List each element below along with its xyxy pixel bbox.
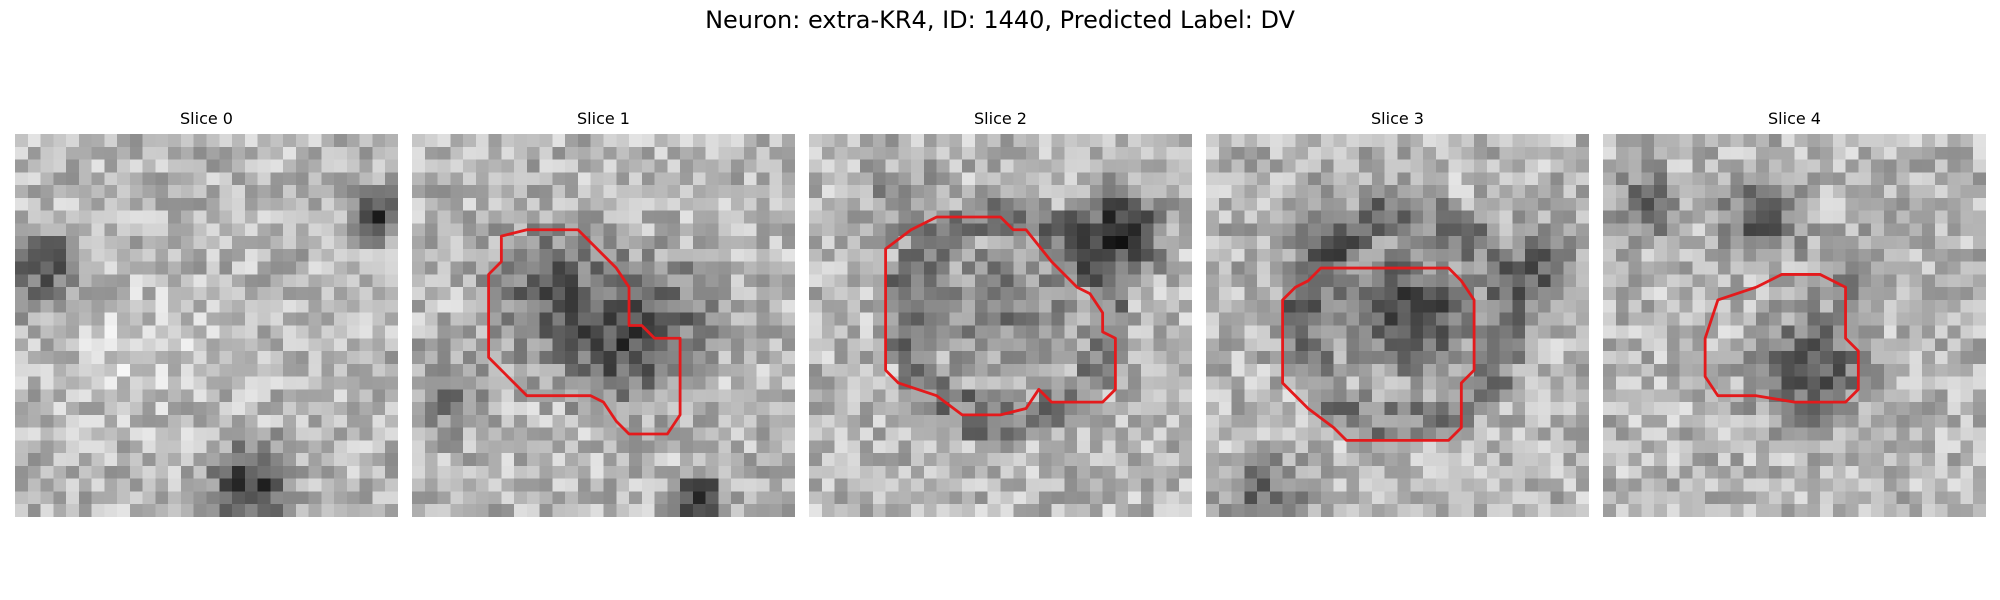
slice-panel-2: Slice 2 — [809, 109, 1192, 517]
slice-image — [15, 134, 398, 517]
slice-title: Slice 0 — [180, 109, 233, 128]
slice-title: Slice 4 — [1768, 109, 1821, 128]
slice-panel-1: Slice 1 — [412, 109, 795, 517]
segmentation-contour — [487, 228, 682, 436]
slice-title: Slice 1 — [577, 109, 630, 128]
slice-panel-3: Slice 3 — [1206, 109, 1589, 517]
slice-panel-0: Slice 0 — [15, 109, 398, 517]
slice-title: Slice 3 — [1371, 109, 1424, 128]
slice-image — [1603, 134, 1986, 517]
slice-panel-4: Slice 4 — [1603, 109, 1986, 517]
slice-title: Slice 2 — [974, 109, 1027, 128]
slice-image — [1206, 134, 1589, 517]
slice-image — [412, 134, 795, 517]
segmentation-contour — [884, 215, 1117, 417]
segmentation-contour — [1281, 266, 1476, 442]
segmentation-contour — [1703, 273, 1860, 404]
slice-image — [809, 134, 1192, 517]
figure-title: Neuron: extra-KR4, ID: 1440, Predicted L… — [705, 6, 1295, 34]
